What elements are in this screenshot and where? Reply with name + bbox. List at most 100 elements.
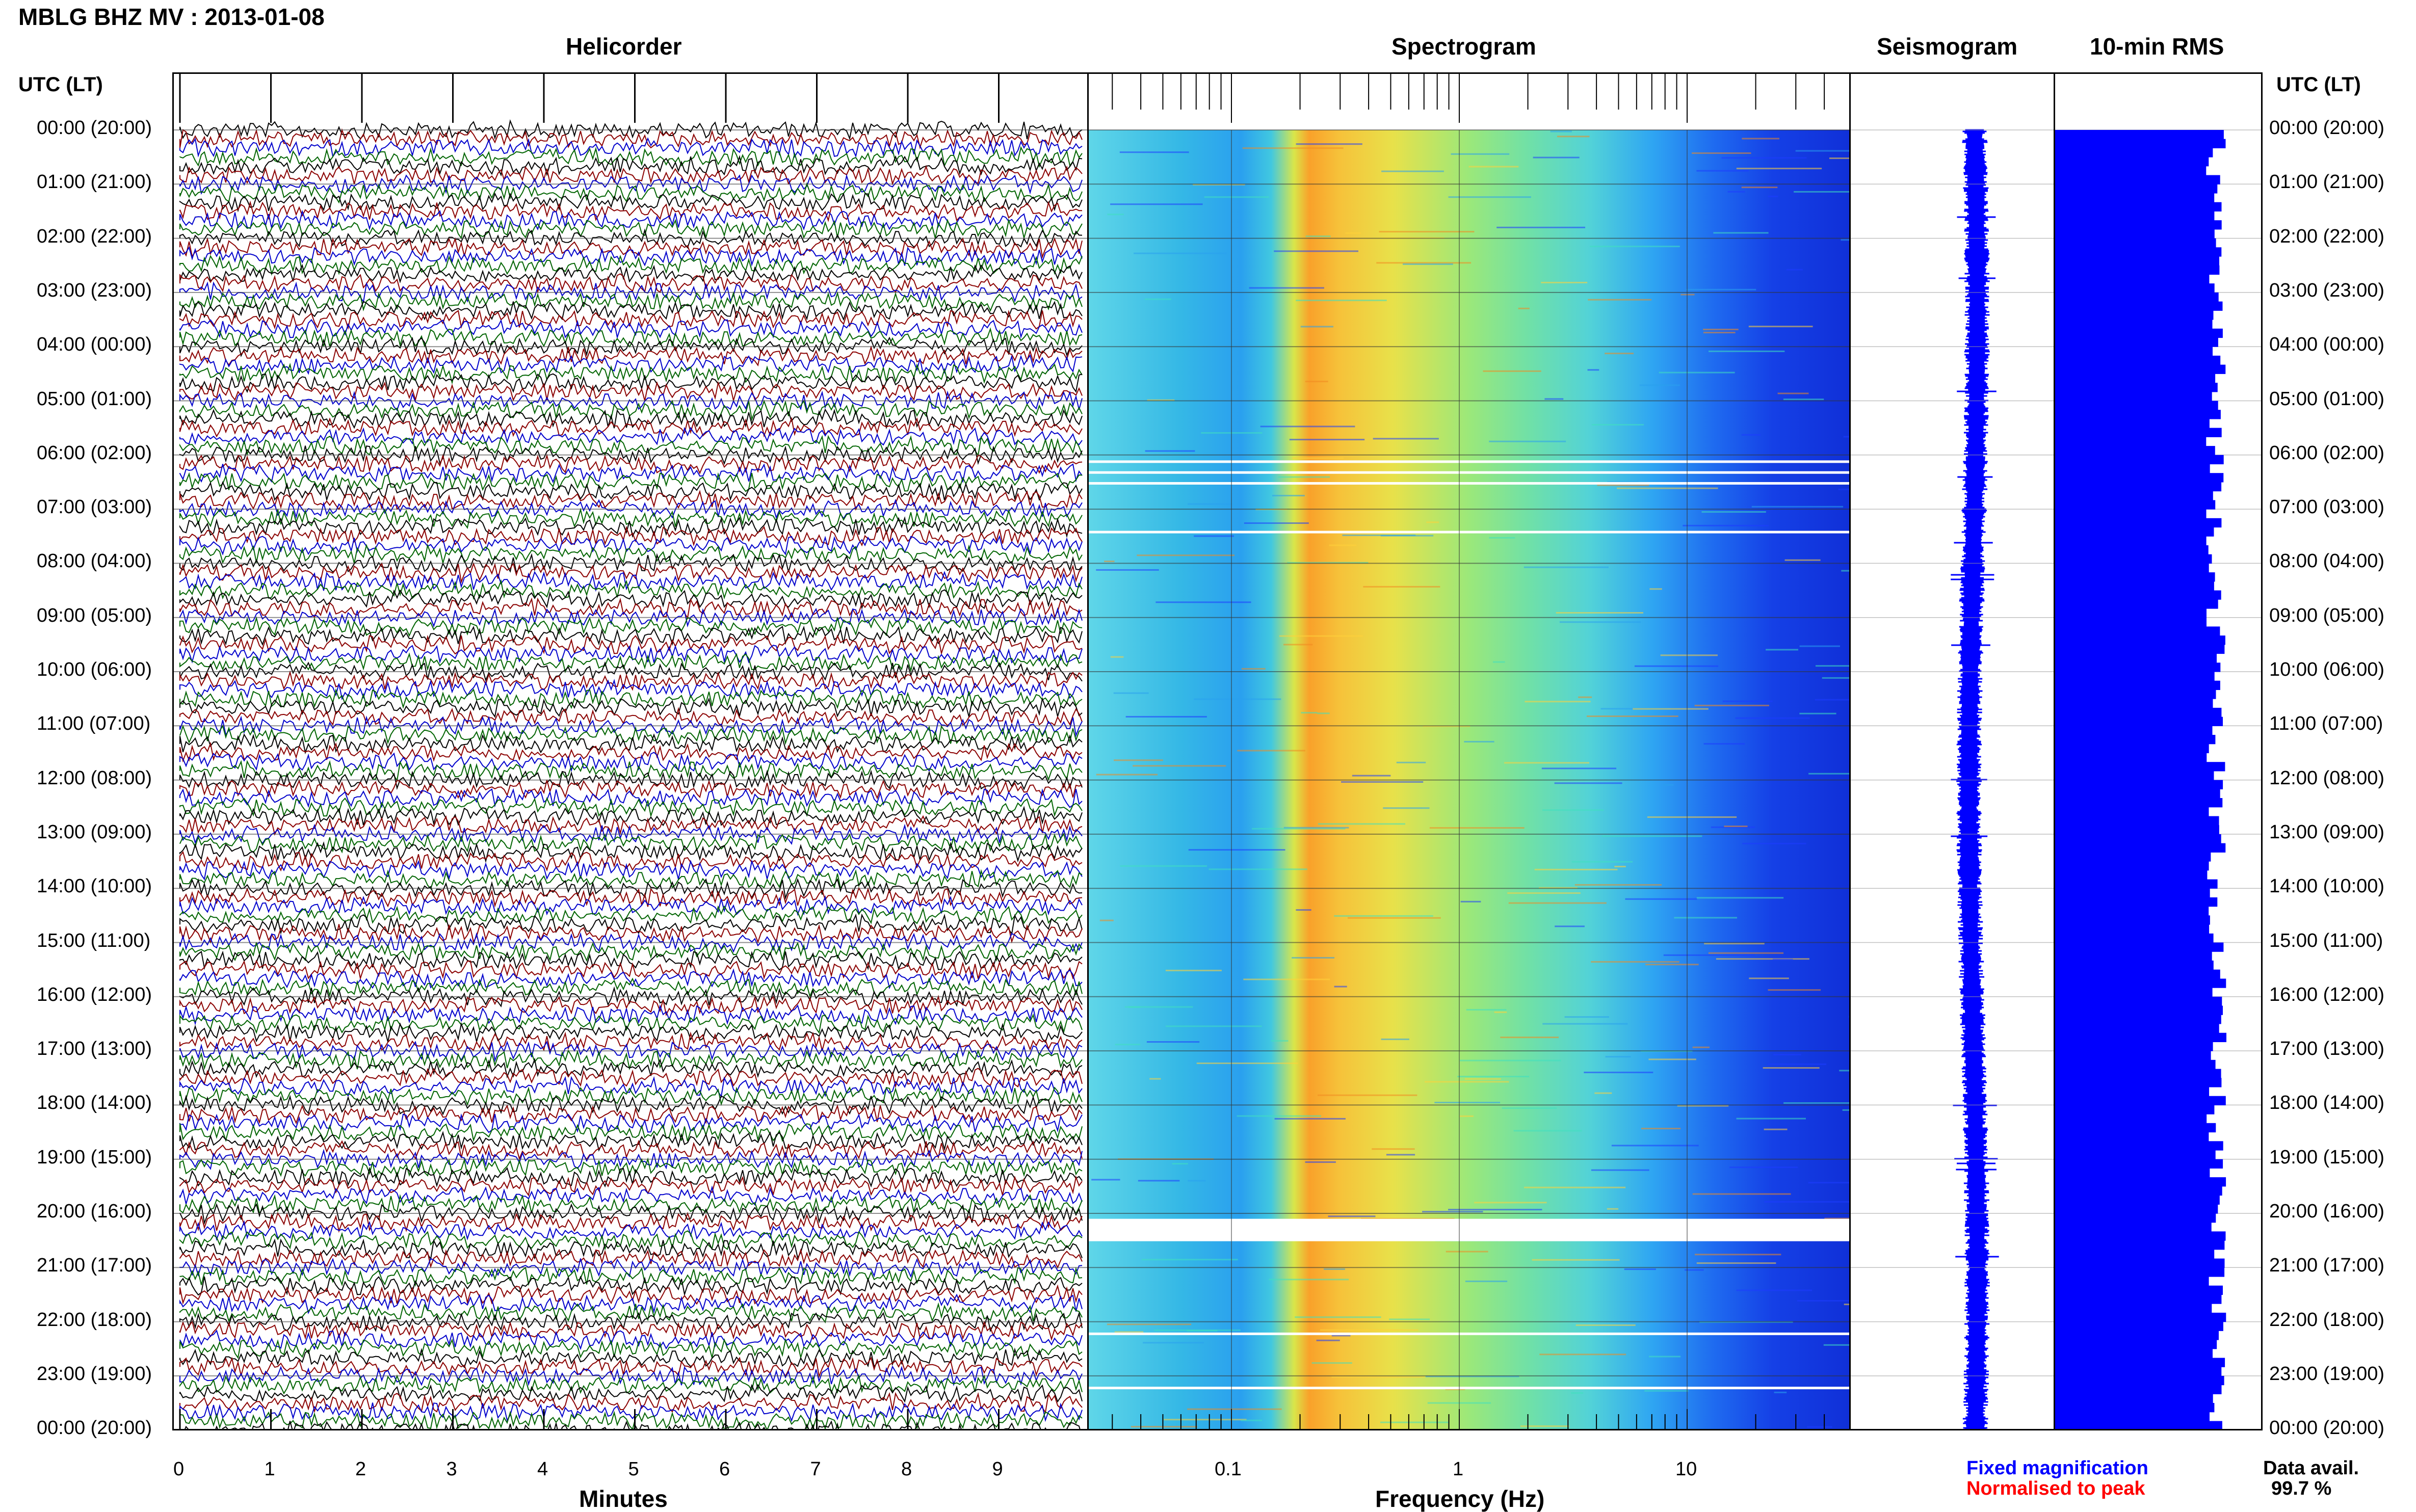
rms-bar xyxy=(2055,139,2226,148)
rms-bar xyxy=(2055,256,2219,266)
rms-bar xyxy=(2055,428,2222,437)
rms-bar xyxy=(2055,988,2213,997)
rms-bar xyxy=(2055,626,2220,635)
rms-bar xyxy=(2055,1277,2209,1286)
rms-bar xyxy=(2055,518,2221,527)
rms-bar xyxy=(2055,446,2215,455)
rms-bar xyxy=(2055,1240,2224,1250)
helicorder-trace-line xyxy=(180,428,1082,445)
rms-bar xyxy=(2055,635,2225,645)
data-availability-label: Data avail. xyxy=(2263,1458,2359,1478)
rms-bar xyxy=(2055,184,2217,193)
helicorder-trace-line xyxy=(180,492,1082,510)
time-label-right: 04:00 (00:00) xyxy=(2269,335,2384,354)
rms-bar xyxy=(2055,1223,2212,1232)
time-label-left: 12:00 (08:00) xyxy=(37,768,152,788)
time-label-right: 15:00 (11:00) xyxy=(2269,931,2383,950)
rms-bar xyxy=(2055,437,2206,446)
rms-bar xyxy=(2055,1313,2226,1322)
helicorder-trace-line xyxy=(180,1349,1082,1367)
rms-bar xyxy=(2055,762,2225,771)
rms-bar xyxy=(2055,654,2217,663)
spectrogram-image xyxy=(1089,74,1849,1429)
helicorder-trace-line xyxy=(180,510,1082,528)
rms-bar xyxy=(2055,789,2220,798)
rms-bar xyxy=(2055,1394,2213,1403)
rms-bar xyxy=(2055,735,2215,744)
time-label-left: 16:00 (12:00) xyxy=(37,985,152,1004)
time-label-right: 08:00 (04:00) xyxy=(2269,551,2384,571)
time-label-left: 06:00 (02:00) xyxy=(37,443,152,463)
rms-bar xyxy=(2055,591,2221,600)
rms-bar xyxy=(2055,689,2216,699)
rms-bar xyxy=(2055,455,2224,464)
spectrogram-tick-label: 1 xyxy=(1453,1460,1463,1479)
rms-bar xyxy=(2055,347,2213,356)
helicorder-tick-label: 9 xyxy=(992,1460,1003,1479)
helicorder-trace-line xyxy=(180,897,1082,915)
helicorder-trace-line xyxy=(180,680,1082,699)
rms-bar xyxy=(2055,1367,2221,1376)
time-label-right: 00:00 (20:00) xyxy=(2269,1418,2384,1438)
time-label-left: 02:00 (22:00) xyxy=(37,227,152,246)
spectrogram-x-label: Frequency (Hz) xyxy=(1375,1487,1544,1510)
helicorder-trace-line xyxy=(180,672,1082,690)
time-label-left: 13:00 (09:00) xyxy=(37,823,152,842)
rms-bar xyxy=(2055,780,2223,789)
legend-fixed-magnification: Fixed magnification xyxy=(1966,1458,2148,1478)
helicorder-x-label: Minutes xyxy=(579,1487,668,1510)
rms-bar xyxy=(2055,1376,2224,1385)
time-label-right: 07:00 (03:00) xyxy=(2269,497,2384,517)
rms-bar xyxy=(2055,1331,2219,1340)
helicorder-trace-line xyxy=(180,572,1082,591)
rms-bar xyxy=(2055,1132,2209,1142)
rms-bar xyxy=(2055,1024,2219,1033)
rms-panel xyxy=(2054,72,2263,1430)
helicorder-trace-line xyxy=(180,735,1082,753)
helicorder-trace-line xyxy=(180,274,1082,292)
rms-bar xyxy=(2055,500,2215,509)
rms-bar xyxy=(2055,1042,2213,1051)
rms-bar xyxy=(2055,1033,2226,1042)
helicorder-tick-label: 5 xyxy=(628,1460,639,1479)
helicorder-tick-label: 3 xyxy=(447,1460,457,1479)
time-label-right: 19:00 (15:00) xyxy=(2269,1148,2384,1167)
helicorder-trace-line xyxy=(180,1151,1082,1169)
rms-bar xyxy=(2055,1087,2209,1096)
time-label-right: 23:00 (19:00) xyxy=(2269,1364,2384,1384)
spectrogram-tick-label: 10 xyxy=(1675,1460,1697,1479)
rms-bar xyxy=(2055,1340,2217,1349)
rms-bar xyxy=(2055,193,2214,202)
rms-bar xyxy=(2055,275,2209,284)
rms-bar xyxy=(2055,473,2223,482)
helicorder-panel xyxy=(172,72,1089,1430)
rms-bar xyxy=(2055,1286,2223,1295)
time-label-right: 10:00 (06:00) xyxy=(2269,660,2384,679)
rms-bar xyxy=(2055,410,2221,419)
helicorder-tick-label: 6 xyxy=(719,1460,730,1479)
time-label-right: 18:00 (14:00) xyxy=(2269,1093,2384,1112)
time-label-left: 23:00 (19:00) xyxy=(37,1364,152,1384)
rms-bar xyxy=(2055,383,2218,392)
spectrogram-data-gap xyxy=(1089,1219,1849,1241)
rms-bar xyxy=(2055,915,2210,924)
rms-bar xyxy=(2055,329,2223,338)
time-label-left: 10:00 (06:00) xyxy=(37,660,152,679)
helicorder-trace-line xyxy=(180,329,1082,347)
rms-bar xyxy=(2055,1294,2221,1304)
time-label-left: 17:00 (13:00) xyxy=(37,1039,152,1058)
rms-bar xyxy=(2055,1159,2223,1169)
time-label-right: 12:00 (08:00) xyxy=(2269,768,2384,788)
rms-bar xyxy=(2055,148,2213,157)
helicorder-tick-label: 8 xyxy=(901,1460,912,1479)
rms-bar xyxy=(2055,310,2214,320)
rms-bar xyxy=(2055,302,2223,311)
rms-bar xyxy=(2055,1105,2214,1114)
helicorder-trace-line xyxy=(180,473,1082,491)
rms-bar xyxy=(2055,708,2221,717)
time-label-right: 05:00 (01:00) xyxy=(2269,389,2384,409)
rms-bar xyxy=(2055,509,2207,518)
rms-bar xyxy=(2055,1177,2226,1186)
rms-bar xyxy=(2055,1322,2223,1331)
spectrogram-tick-label: 0.1 xyxy=(1215,1460,1242,1479)
